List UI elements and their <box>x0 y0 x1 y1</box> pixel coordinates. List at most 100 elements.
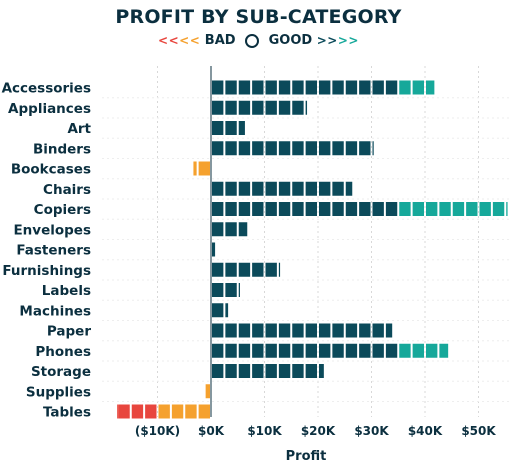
bar-12-block-6 <box>292 323 304 338</box>
bar-13-block-7 <box>305 343 317 358</box>
bar-3-block-6 <box>292 141 304 156</box>
bar-13-block-13 <box>385 343 398 358</box>
bar-0-block-2 <box>238 80 251 95</box>
bar-0-block-14 <box>399 80 411 95</box>
category-label-6: Copiers <box>34 202 91 218</box>
bar-15 <box>205 384 210 399</box>
bar-6-block-9 <box>332 202 344 216</box>
category-label-8: Fasteners <box>16 243 91 259</box>
bar-0-block-7 <box>305 80 317 95</box>
bar-7 <box>212 222 248 237</box>
legend-good-label: GOOD <box>268 33 313 48</box>
bar-10-block-2 <box>238 283 240 297</box>
bar-13-block-11 <box>359 343 371 358</box>
bar-8 <box>212 242 216 257</box>
circle-icon <box>245 33 260 48</box>
bar-7-block-0 <box>212 222 224 237</box>
bar-7-block-1 <box>225 222 237 237</box>
bar-5-block-5 <box>278 181 291 196</box>
category-label-7: Envelopes <box>13 222 91 238</box>
bar-0-block-12 <box>372 80 384 95</box>
bar-15-block-0 <box>205 384 210 399</box>
bar-1-block-7 <box>305 100 308 115</box>
bar-1-block-2 <box>238 100 251 115</box>
bar-14-block-4 <box>265 364 277 378</box>
bar-14-block-6 <box>292 364 304 378</box>
bar-3-block-8 <box>319 141 331 156</box>
bar-0-block-1 <box>225 80 237 95</box>
bar-13-block-16 <box>426 343 438 358</box>
bar-5-block-8 <box>319 181 331 196</box>
bar-9-block-0 <box>212 262 224 277</box>
legend: <<<< BAD GOOD >>>> <box>0 33 517 51</box>
bar-6-block-0 <box>212 202 224 216</box>
category-label-4: Bookcases <box>11 162 91 178</box>
bar-10-block-1 <box>225 283 237 297</box>
bar-13 <box>212 343 449 358</box>
legend-bad-label: BAD <box>204 33 236 48</box>
bar-13-block-5 <box>278 343 291 358</box>
tick-label-4: $30K <box>354 424 389 438</box>
bar-16-block-7 <box>117 404 119 419</box>
bar-16 <box>117 404 210 419</box>
bar-1-block-6 <box>292 100 304 115</box>
bar-4 <box>193 161 210 176</box>
bar-14 <box>212 364 324 378</box>
bar-6-block-2 <box>238 202 251 216</box>
bar-0-block-8 <box>319 80 331 95</box>
bar-12-block-9 <box>332 323 344 338</box>
bar-2-block-1 <box>225 121 237 135</box>
x-axis-label: Profit <box>286 449 327 464</box>
bar-6-block-19 <box>466 202 478 216</box>
bad-arrow-3: < <box>189 33 201 48</box>
bar-3-block-12 <box>372 141 374 156</box>
bar-12-block-7 <box>305 323 317 338</box>
bar-0-block-10 <box>345 80 358 95</box>
bar-9-block-2 <box>238 262 251 277</box>
bar-16-block-5 <box>131 404 144 419</box>
bar-6-block-5 <box>278 202 291 216</box>
bad-arrow-0: < <box>158 33 169 48</box>
bar-9-block-4 <box>265 262 277 277</box>
category-label-5: Chairs <box>43 182 91 198</box>
bar-4-block-0 <box>198 161 210 176</box>
bar-3-block-10 <box>345 141 358 156</box>
tick-label-6: $50K <box>461 424 496 438</box>
tick-label-1: $0K <box>198 424 225 438</box>
category-label-0: Accessories <box>2 81 91 97</box>
bar-0-block-3 <box>252 80 264 95</box>
bar-6-block-11 <box>359 202 371 216</box>
bar-10-block-0 <box>212 283 224 297</box>
bar-13-block-17 <box>439 343 449 358</box>
category-label-14: Storage <box>31 364 91 380</box>
bar-12-block-2 <box>238 323 251 338</box>
category-label-10: Labels <box>42 283 91 299</box>
bar-3-block-5 <box>278 141 291 156</box>
bar-6-block-6 <box>292 202 304 216</box>
bar-16-block-0 <box>198 404 210 419</box>
bar-0-block-15 <box>412 80 424 95</box>
tick-label-2: $10K <box>247 424 282 438</box>
bar-12-block-1 <box>225 323 237 338</box>
bar-6-block-21 <box>492 202 505 216</box>
bar-4-block-1 <box>193 161 197 176</box>
bad-arrows: <<<< <box>158 33 200 48</box>
bar-2-block-0 <box>212 121 224 135</box>
bar-7-block-2 <box>238 222 248 237</box>
bar-6-block-10 <box>345 202 358 216</box>
bar-6-block-15 <box>412 202 424 216</box>
bar-16-block-2 <box>171 404 184 419</box>
bar-3-block-2 <box>238 141 251 156</box>
bar-5-block-0 <box>212 181 224 196</box>
category-label-2: Art <box>67 121 91 137</box>
chart-title: PROFIT BY SUB-CATEGORY <box>115 6 402 28</box>
bar-3-block-7 <box>305 141 317 156</box>
bar-12-block-8 <box>319 323 331 338</box>
bar-3-block-11 <box>359 141 371 156</box>
bar-1-block-0 <box>212 100 224 115</box>
bar-1-block-4 <box>265 100 277 115</box>
bar-6-block-1 <box>225 202 237 216</box>
bar-14-block-2 <box>238 364 251 378</box>
bar-11-block-0 <box>212 303 224 318</box>
bar-14-block-0 <box>212 364 224 378</box>
